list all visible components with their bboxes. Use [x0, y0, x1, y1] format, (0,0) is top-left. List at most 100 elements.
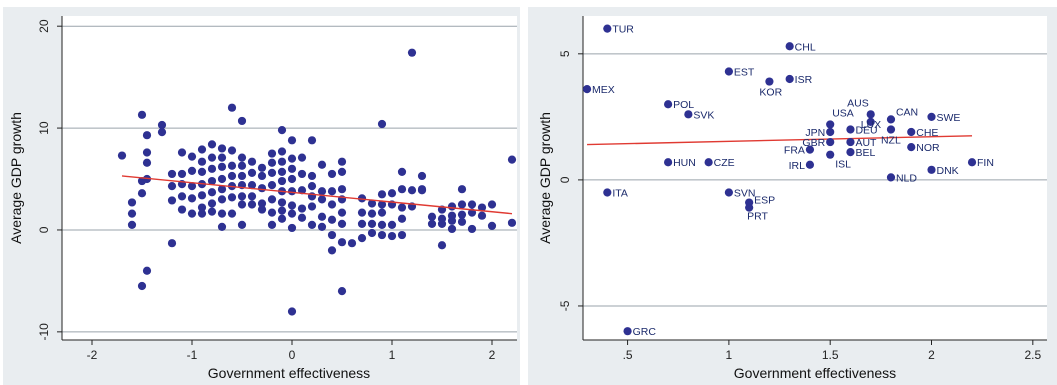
right-point-label: CHE	[916, 127, 938, 139]
left-data-point	[437, 241, 447, 250]
left-data-point	[187, 166, 197, 175]
right-point-label: KOR	[759, 87, 782, 99]
right-data-point	[623, 327, 632, 336]
left-data-point	[467, 224, 477, 234]
right-point-label: SWE	[937, 112, 961, 124]
left-data-point	[327, 187, 337, 196]
left-data-point	[197, 191, 207, 200]
left-data-point	[157, 128, 167, 137]
left-data-point	[207, 176, 217, 186]
left-data-point	[277, 214, 287, 223]
right-point-label: DEU	[855, 124, 877, 136]
left-data-point	[327, 215, 337, 224]
left-x-axis-label: Government effectiveness	[208, 365, 370, 381]
right-data-point	[967, 158, 977, 167]
right-data-point	[582, 85, 592, 94]
right-point-label: GRC	[633, 326, 657, 338]
left-data-point	[237, 192, 247, 201]
right-point-label: AUT	[855, 137, 877, 149]
right-data-point	[907, 127, 916, 137]
left-data-point	[427, 212, 437, 221]
left-data-point	[287, 154, 297, 163]
right-fit-line	[587, 135, 973, 146]
left-data-point	[227, 193, 237, 202]
left-data-point	[387, 220, 397, 229]
left-data-point	[142, 158, 152, 167]
left-data-point	[477, 203, 487, 212]
left-data-point	[317, 187, 327, 196]
right-data-point	[704, 158, 713, 167]
right-point-label: ISR	[795, 74, 813, 86]
left-data-point	[227, 103, 237, 112]
right-data-point	[927, 112, 936, 121]
right-data-point	[907, 143, 916, 152]
left-data-point	[407, 186, 417, 195]
right-point-label: ISL	[835, 159, 851, 171]
left-data-point	[257, 163, 267, 172]
right-data-point	[785, 42, 794, 51]
left-data-point	[267, 168, 277, 178]
left-data-point	[297, 169, 307, 179]
left-data-point	[277, 167, 287, 176]
left-data-point	[257, 205, 267, 214]
left-data-point	[387, 189, 397, 198]
left-data-point	[187, 194, 197, 203]
left-data-point	[417, 171, 427, 181]
right-x-axis-label: Government effectiveness	[734, 365, 896, 381]
left-data-point	[117, 151, 127, 160]
left-data-point	[207, 207, 217, 216]
left-data-point	[227, 209, 237, 218]
left-data-point	[287, 223, 297, 233]
left-data-point	[137, 281, 147, 291]
left-data-point	[287, 209, 297, 218]
left-data-point	[177, 169, 187, 179]
left-data-point	[267, 149, 277, 158]
left-data-point	[337, 157, 347, 166]
left-data-point	[177, 192, 187, 201]
left-data-point	[207, 153, 217, 162]
left-data-point	[197, 145, 207, 154]
left-data-point	[207, 140, 217, 149]
left-data-point	[367, 219, 377, 228]
left-x-tick-label: 0	[289, 348, 296, 362]
left-data-point	[337, 286, 347, 296]
right-chart-panel: -5 0 5 .5 1 1.5 2 2.5 TUR CHL EST ISR KOR MEX POLSVK…	[528, 7, 1057, 385]
left-grid	[62, 25, 517, 333]
left-data-point	[307, 171, 317, 181]
left-data-point	[347, 239, 357, 248]
left-data-point	[457, 185, 467, 194]
left-data-point	[257, 184, 267, 193]
left-data-point	[217, 185, 227, 194]
left-data-point	[397, 230, 407, 240]
left-data-point	[217, 162, 227, 171]
left-data-point	[197, 157, 207, 166]
left-y-tick-label: 0	[37, 226, 51, 233]
left-y-tick-label: 20	[37, 19, 51, 33]
left-data-point	[377, 200, 387, 209]
left-data-point	[327, 200, 337, 209]
left-data-point	[287, 174, 297, 184]
left-y-tick-label: -10	[37, 323, 51, 341]
right-data-point	[603, 188, 612, 197]
left-data-point	[367, 199, 377, 208]
left-data-point	[257, 171, 267, 181]
left-data-point	[287, 187, 297, 196]
left-data-point	[457, 210, 467, 219]
right-y-ticks: -5 0 5	[558, 50, 583, 311]
right-data-point	[805, 145, 815, 154]
left-data-point	[377, 230, 387, 240]
right-data-point	[664, 158, 673, 167]
right-point-label: POL	[673, 99, 694, 111]
left-y-axis-label: Average GDP growth	[8, 112, 24, 244]
left-data-point	[377, 190, 387, 199]
left-data-point	[317, 195, 327, 204]
right-data-point	[826, 120, 835, 129]
left-data-point	[507, 155, 517, 164]
left-data-point	[397, 185, 407, 194]
left-data-point	[377, 208, 387, 217]
right-point-label: TUR	[612, 24, 634, 36]
left-data-point	[377, 119, 387, 129]
right-point-label: PRT	[747, 211, 768, 223]
